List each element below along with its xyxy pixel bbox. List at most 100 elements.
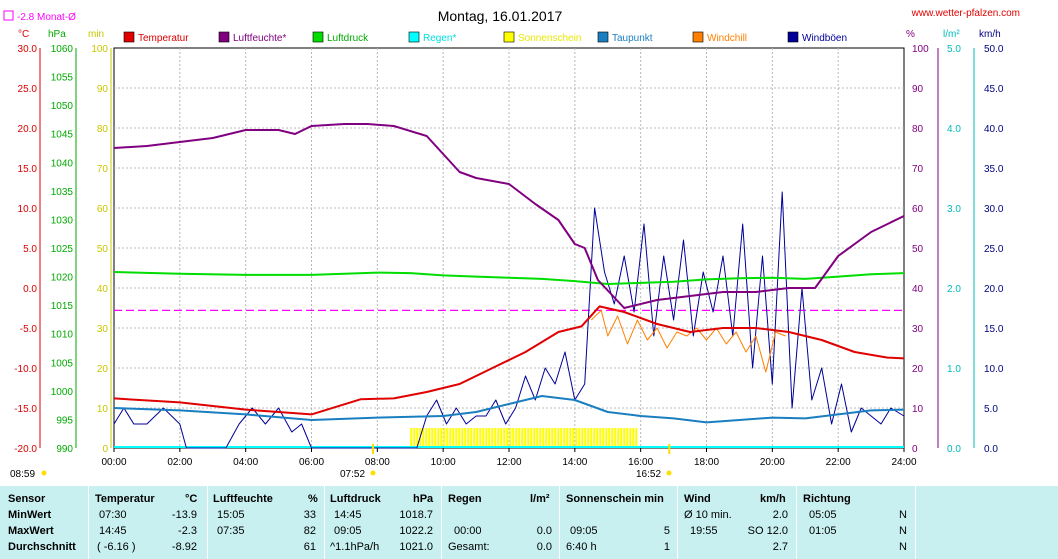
wind-axis-tick-label: 35.0	[984, 164, 1004, 175]
press-max-time: 09:05	[334, 525, 362, 537]
sunshine-bar	[596, 428, 599, 448]
temp-avg-value: -8.92	[171, 541, 197, 553]
sunshine-bar	[602, 428, 605, 448]
sunshine-bar	[443, 428, 446, 448]
sunshine-bar	[518, 428, 521, 448]
legend-swatch	[787, 31, 799, 43]
temp-min-value: -13.9	[171, 509, 197, 521]
series-layer	[113, 123, 905, 454]
moon-icon	[41, 470, 47, 476]
rain-max-value: 0.0	[536, 525, 552, 537]
rain-total-label: Gesamt:	[448, 541, 490, 553]
sunshine-bar	[521, 428, 524, 448]
sunshine-axis-tick-label: 90	[97, 84, 109, 95]
temp-axis-tick-label: 15.0	[18, 164, 38, 175]
sunrise-label: 07:52	[340, 469, 365, 480]
wind-axis-tick-label: 5.0	[984, 404, 998, 415]
sunset-icon	[666, 470, 672, 476]
pressure-axis-tick-label: 1015	[51, 301, 74, 312]
sunshine-bar	[581, 428, 584, 448]
pressure-axis-tick-label: 1055	[51, 73, 74, 84]
legend-swatch	[218, 31, 230, 43]
sunshine-bar	[614, 428, 617, 448]
series-luftdruck	[113, 271, 905, 285]
hum-min-time: 15:05	[217, 509, 245, 521]
humidity-axis-tick-label: 10	[912, 404, 924, 415]
sunshine-bar	[542, 428, 545, 448]
sunshine-bar	[491, 428, 494, 448]
wind-axis-tick-label: 25.0	[984, 244, 1004, 255]
sunshine-bar	[560, 428, 563, 448]
month-avg-label: -2.8 Monat-Ø	[17, 12, 76, 23]
humidity-axis-tick-label: 90	[912, 84, 924, 95]
sunshine-bar	[449, 428, 452, 448]
x-tick-label: 04:00	[233, 457, 258, 468]
temp-axis-tick-label: 0.0	[23, 284, 37, 295]
divider	[915, 486, 916, 559]
sunshine-bar	[482, 428, 485, 448]
press-min-value: 1018.7	[399, 509, 433, 521]
sunshine-bar	[458, 428, 461, 448]
sunshine-bar	[416, 428, 419, 448]
dir-min-value: N	[899, 509, 907, 521]
sunrise-icon	[370, 470, 376, 476]
wind-avg-label: Ø 10 min.	[684, 509, 732, 521]
wind-axis-tick-label: 50.0	[984, 44, 1004, 55]
x-tick-label: 22:00	[826, 457, 851, 468]
divider	[88, 486, 89, 559]
legend-swatch	[123, 31, 135, 43]
series-taupunkt	[113, 395, 905, 424]
hum-avg-value: 61	[303, 541, 316, 553]
wind-axis-tick-label: 10.0	[984, 364, 1004, 375]
pressure-axis-tick-label: 1000	[51, 387, 74, 398]
moon-time-label: 08:59	[10, 469, 35, 480]
pressure-axis-tick-label: 990	[56, 444, 73, 455]
sunshine-bar	[485, 428, 488, 448]
rain-unit: l/m²	[943, 29, 960, 40]
pressure-axis-tick-label: 1035	[51, 187, 74, 198]
sunshine-bar	[500, 428, 503, 448]
sunshine-axis-tick-label: 40	[97, 284, 109, 295]
chart-title: Montag, 16.01.2017	[438, 8, 563, 24]
humidity-unit: %	[308, 493, 318, 505]
axes-layer: 00:00 02:00 04:00 06:00 08:00 10:00 12:00 14:00…	[14, 44, 1004, 468]
press-trend: ^1.1hPa/h	[330, 541, 380, 553]
sunshine-bar	[452, 428, 455, 448]
series-temperatur	[113, 305, 905, 416]
wind-max-time: 19:55	[690, 525, 718, 537]
row-label-min: MinWert	[8, 509, 52, 521]
legend-label: Taupunkt	[612, 33, 653, 44]
rain-axis-tick-label: 0.0	[947, 444, 961, 455]
weather-chart: 00:00 02:00 04:00 06:00 08:00 10:00 12:00 14:00…	[3, 8, 1020, 480]
wind-column: Wind km/h Ø 10 min. 2.0 19:55 SO 12.0 2.…	[678, 486, 796, 559]
temperature-column: Temperatur °C 07:30 -13.9 14:45 -2.3 ( -…	[89, 486, 207, 559]
sunshine-header: Sonnenschein min	[566, 493, 664, 505]
sunshine-bar	[584, 428, 587, 448]
sunshine-bar	[476, 428, 479, 448]
wind-axis-tick-label: 15.0	[984, 324, 1004, 335]
sunshine-bar	[632, 428, 635, 448]
humidity-column: Luftfeuchte % 15:05 33 07:35 82 61	[208, 486, 324, 559]
sunshine-bar	[545, 428, 548, 448]
rain-axis-tick-label: 2.0	[947, 284, 961, 295]
sunshine-bar	[440, 428, 443, 448]
sunshine-bar	[515, 428, 518, 448]
sunshine-bar	[437, 428, 440, 448]
temp-axis-tick-label: -10.0	[14, 364, 37, 375]
pressure-axis-tick-label: 1030	[51, 215, 74, 226]
humidity-axis-tick-label: 20	[912, 364, 924, 375]
legend-label: Temperatur	[138, 33, 189, 44]
sunshine-bar	[548, 428, 551, 448]
press-min-time: 14:45	[334, 509, 362, 521]
rain-total-value: 0.0	[536, 541, 552, 553]
wind-axis-tick-label: 30.0	[984, 204, 1004, 215]
wind-axis-tick-label: 0.0	[984, 444, 998, 455]
humidity-axis-tick-label: 80	[912, 124, 924, 135]
temp-unit: °C	[18, 29, 29, 40]
x-tick-label: 00:00	[101, 457, 126, 468]
pressure-axis-tick-label: 995	[56, 415, 73, 426]
sunshine-bar	[569, 428, 572, 448]
website-link[interactable]: www.wetter-pfalzen.com	[911, 8, 1020, 19]
wind-axis-tick-label: 20.0	[984, 284, 1004, 295]
sunshine-axis-tick-label: 70	[97, 164, 109, 175]
